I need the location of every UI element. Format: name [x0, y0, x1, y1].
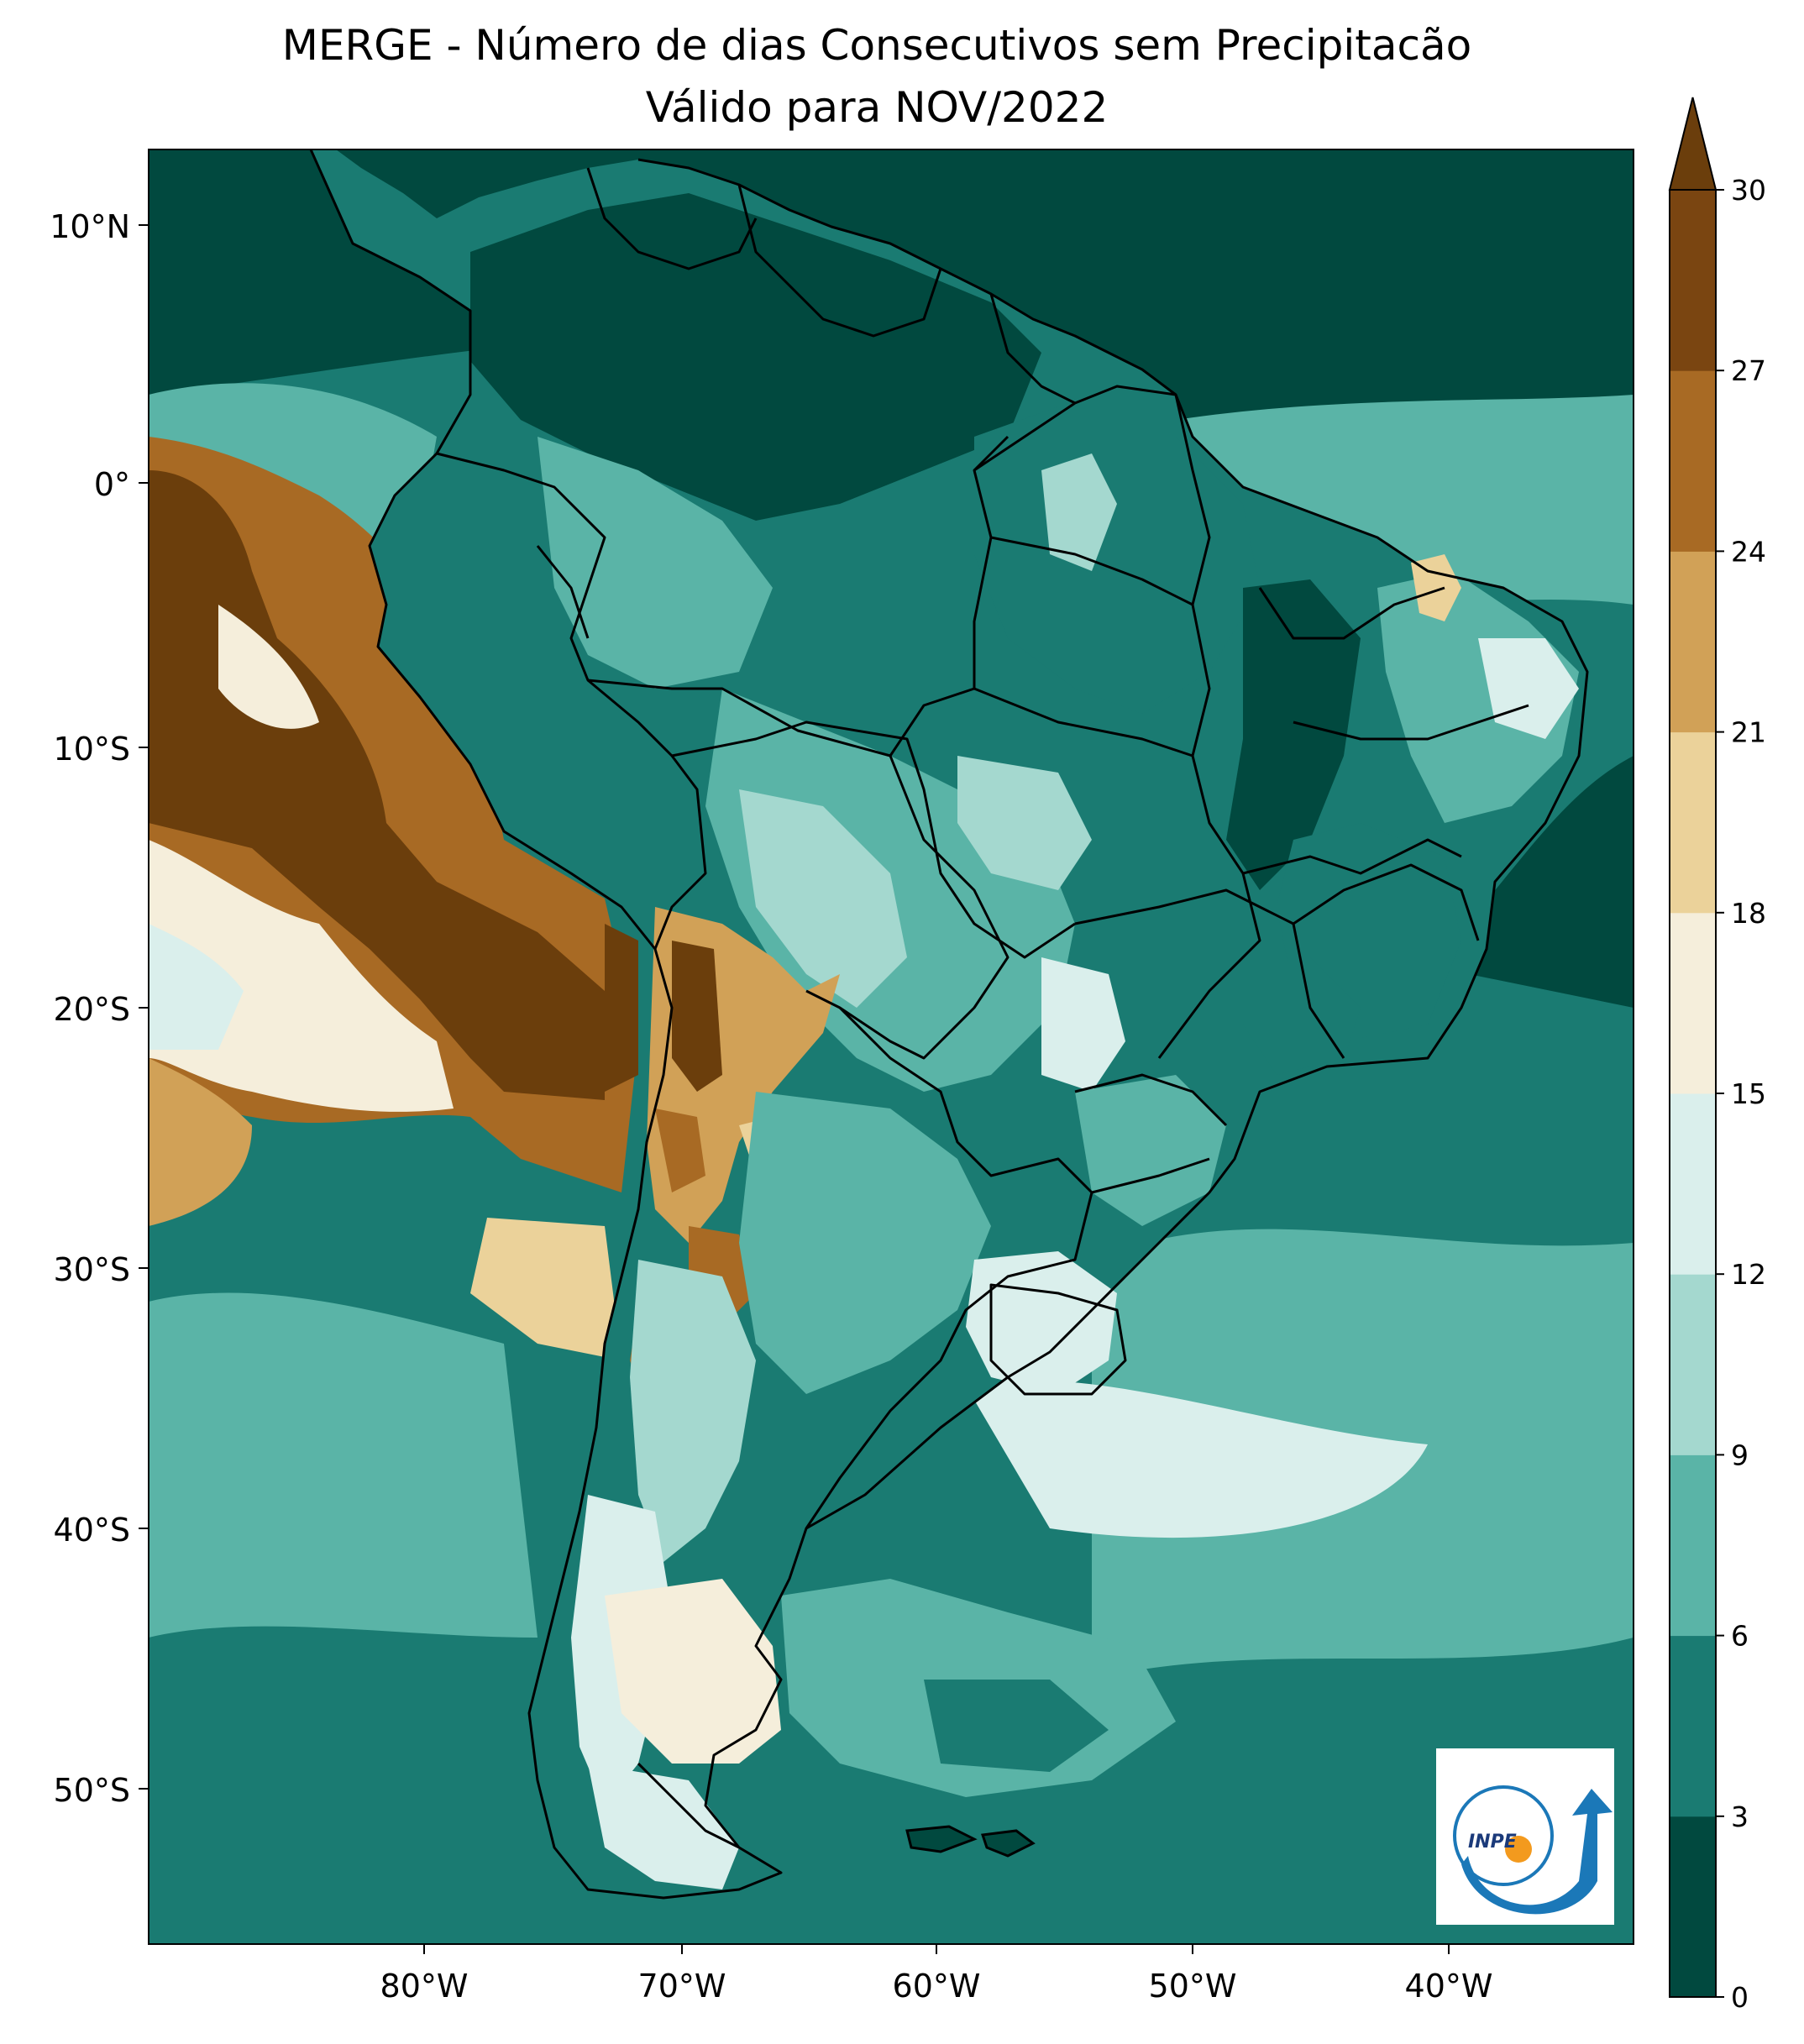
lon-tick-label: 60°W	[893, 1968, 981, 2005]
map-title-line1: MERGE - Número de dias Consecutivos sem …	[281, 21, 1472, 70]
colorbar-segment	[1670, 1816, 1716, 1998]
lat-tick-label: 50°S	[54, 1772, 130, 1809]
colorbar-tick-label: 30	[1731, 174, 1766, 207]
map-panel	[149, 149, 1634, 1944]
colorbar-segment	[1670, 190, 1716, 371]
colorbar-segment	[1670, 1093, 1716, 1275]
colorbar-segment	[1670, 551, 1716, 733]
lat-tick-label: 10°S	[54, 731, 130, 768]
inpe-logo-text: INPE	[1468, 1832, 1517, 1853]
colorbar-tick-label: 12	[1731, 1258, 1766, 1291]
lon-tick-label: 80°W	[380, 1968, 469, 2005]
colorbar-tick-label: 18	[1731, 897, 1766, 930]
inpe-logo: INPE	[1436, 1748, 1614, 1925]
lon-tick-label: 70°W	[638, 1968, 726, 2005]
lat-tick-label: 10°N	[50, 208, 130, 245]
colorbar-tick-label: 0	[1731, 1981, 1749, 2014]
lat-tick-label: 30°S	[54, 1251, 130, 1288]
colorbar-segment	[1670, 1635, 1716, 1817]
lon-tick-label: 50°W	[1149, 1968, 1237, 2005]
colorbar: 0 3 6 9 12 15 18 21 24 27 30	[1668, 97, 1766, 2014]
lat-tick-label: 20°S	[54, 991, 130, 1028]
lon-tick-label: 40°W	[1405, 1968, 1493, 2005]
colorbar-segment	[1670, 912, 1716, 1094]
colorbar-tick-label: 9	[1731, 1439, 1749, 1471]
colorbar-extend-arrow	[1668, 97, 1717, 191]
colorbar-segment	[1670, 1274, 1716, 1455]
map-title-line2: Válido para NOV/2022	[645, 83, 1109, 132]
colorbar-tick-label: 21	[1731, 716, 1766, 749]
lat-tick-label: 40°S	[54, 1512, 130, 1549]
colorbar-tick-label: 3	[1731, 1800, 1749, 1833]
colorbar-segment	[1670, 370, 1716, 552]
lat-tick-label: 0°	[94, 466, 130, 503]
colorbar-tick-label: 15	[1731, 1077, 1766, 1110]
latitude-axis: 10°N 0° 10°S 20°S 30°S 40°S 50°S	[50, 208, 149, 1809]
colorbar-segment	[1670, 731, 1716, 914]
colorbar-tick-label: 24	[1731, 535, 1766, 568]
colorbar-tick-label: 6	[1731, 1620, 1749, 1653]
longitude-axis: 80°W 70°W 60°W 50°W 40°W	[380, 1944, 1493, 2005]
colorbar-segment	[1670, 1454, 1716, 1637]
colorbar-tick-label: 27	[1731, 354, 1766, 387]
map-frame	[148, 149, 1634, 1945]
